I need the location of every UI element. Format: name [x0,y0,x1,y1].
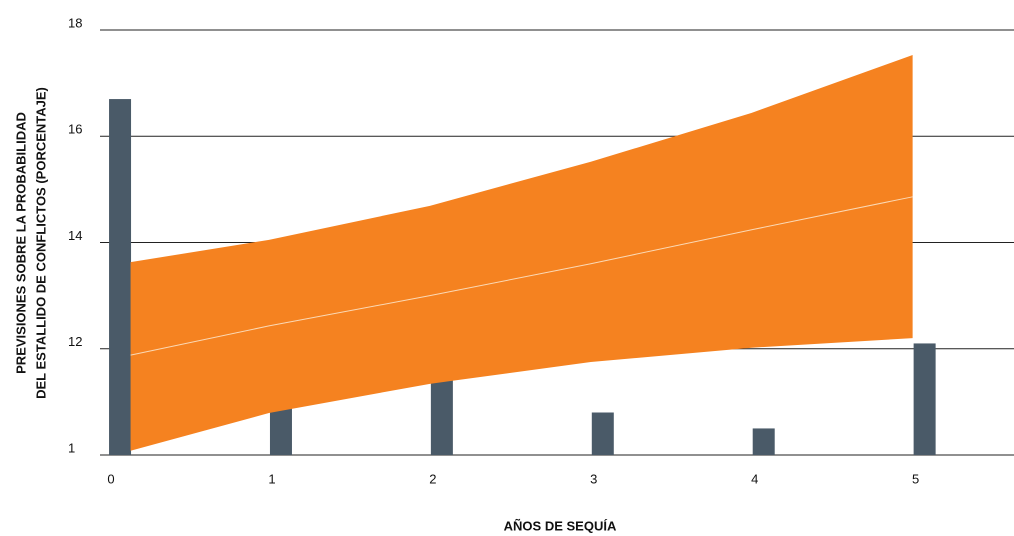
bar [591,412,614,455]
x-tick-label: 2 [429,471,436,486]
y-tick-label: 1 [68,440,75,455]
x-tick-label: 0 [107,471,114,486]
confidence-band [130,54,913,451]
y-axis-title: DEL ESTALLIDO DE CONFLICTOS (PORCENTAJE) [33,87,48,399]
bar [109,99,132,455]
y-tick-label: 14 [68,228,82,243]
bar [430,375,453,455]
y-tick-label: 12 [68,334,82,349]
bar [752,428,775,455]
x-tick-label: 1 [268,471,275,486]
x-tick-label: 5 [912,471,919,486]
y-axis-title: PREVISIONES SOBRE LA PROBABILIDAD [13,112,28,374]
x-tick-label: 4 [751,471,758,486]
trend-line [130,196,913,356]
x-tick-label: 3 [590,471,597,486]
y-tick-label: 18 [68,15,82,30]
bar [913,343,936,455]
x-axis-title: AÑOS DE SEQUÍA [504,518,617,533]
y-tick-label: 16 [68,122,82,137]
